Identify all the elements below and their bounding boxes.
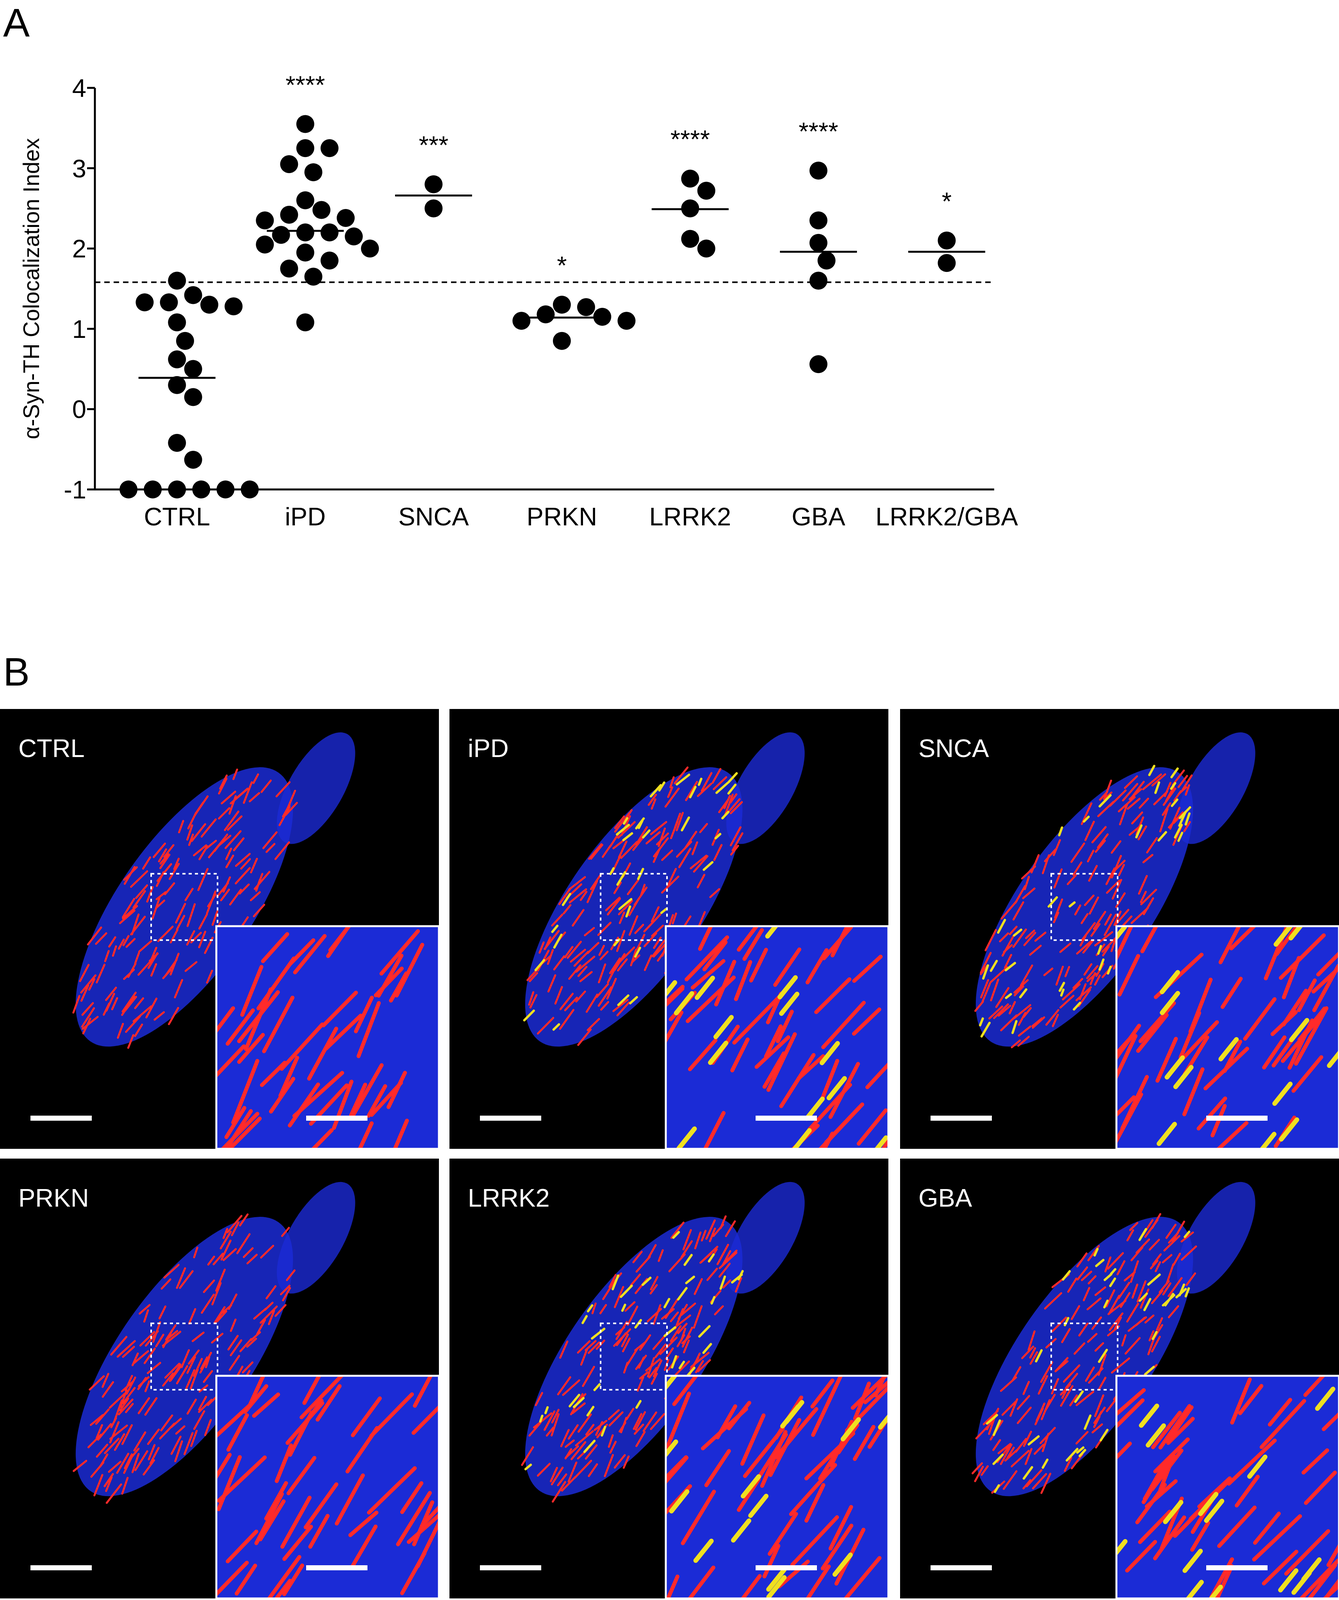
svg-text:GBA: GBA xyxy=(918,1183,973,1212)
svg-text:4: 4 xyxy=(72,73,87,103)
svg-text:GBA: GBA xyxy=(791,502,846,531)
svg-text:*: * xyxy=(941,187,952,216)
svg-text:iPD: iPD xyxy=(467,733,509,763)
svg-text:0: 0 xyxy=(72,394,87,424)
svg-text:****: **** xyxy=(285,70,325,100)
svg-text:SNCA: SNCA xyxy=(398,502,469,531)
svg-text:2: 2 xyxy=(72,234,87,263)
svg-text:SNCA: SNCA xyxy=(918,733,990,763)
svg-text:1: 1 xyxy=(72,314,87,344)
svg-text:CTRL: CTRL xyxy=(143,502,211,531)
svg-text:α-Syn-TH Colocalization Index: α-Syn-TH Colocalization Index xyxy=(18,137,44,439)
svg-text:****: **** xyxy=(798,117,838,146)
svg-text:iPD: iPD xyxy=(284,502,326,531)
svg-text:PRKN: PRKN xyxy=(526,502,598,531)
svg-text:*: * xyxy=(556,251,567,280)
svg-text:B: B xyxy=(3,649,30,694)
svg-text:LRRK2/GBA: LRRK2/GBA xyxy=(875,502,1019,531)
svg-text:****: **** xyxy=(670,124,710,154)
svg-text:CTRL: CTRL xyxy=(18,733,85,763)
svg-text:3: 3 xyxy=(72,154,87,183)
svg-text:PRKN: PRKN xyxy=(18,1183,90,1212)
svg-text:LRRK2: LRRK2 xyxy=(467,1183,550,1212)
svg-text:***: *** xyxy=(418,130,449,160)
svg-text:-1: -1 xyxy=(63,475,87,504)
svg-text:A: A xyxy=(3,0,30,46)
svg-text:LRRK2: LRRK2 xyxy=(649,502,732,531)
